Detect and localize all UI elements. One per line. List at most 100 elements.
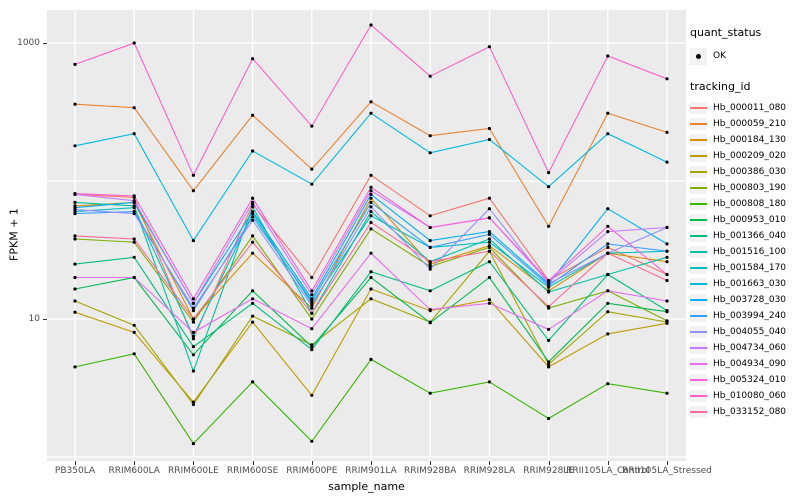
data-point [428, 239, 432, 243]
data-point [606, 310, 610, 314]
data-point [369, 185, 373, 189]
legend-item-label: Hb_001516_100 [713, 247, 787, 257]
data-point [369, 100, 373, 104]
data-point [310, 124, 314, 128]
data-point [369, 287, 373, 291]
data-point [251, 210, 255, 214]
data-point [665, 77, 669, 81]
line-swatch-icon [690, 102, 707, 114]
x-tick-mark [371, 461, 372, 465]
data-point [191, 337, 195, 341]
legend-item-label: Hb_000386_030 [713, 167, 787, 177]
data-point [487, 301, 491, 305]
line-swatch-icon [690, 262, 707, 274]
data-point [487, 249, 491, 253]
data-point [132, 237, 136, 241]
data-point [606, 251, 610, 255]
data-point [547, 305, 551, 309]
data-point [428, 214, 432, 218]
data-point [251, 289, 255, 293]
legend-item-label: OK [713, 51, 726, 61]
data-point [487, 137, 491, 142]
data-point [310, 275, 314, 280]
data-point [191, 353, 195, 357]
line-swatch-icon [690, 166, 707, 178]
data-point [191, 402, 195, 407]
data-point [428, 391, 432, 395]
data-point [191, 297, 195, 301]
x-axis-title: sample_name [328, 480, 405, 493]
data-point [73, 192, 77, 196]
data-point [369, 275, 373, 280]
data-point [251, 380, 255, 384]
data-point [428, 308, 432, 312]
data-point [73, 212, 77, 216]
data-point [251, 200, 255, 204]
data-point [369, 173, 373, 177]
legend-item-label: Hb_010080_060 [713, 391, 787, 401]
data-point [606, 54, 610, 58]
data-point [665, 260, 669, 264]
data-point [191, 301, 195, 305]
x-tick-mark [252, 461, 254, 465]
x-tick-label-RRII105LA_Control: RRII105LA_Control [566, 466, 650, 476]
data-point [428, 151, 432, 155]
data-point [428, 134, 432, 138]
line-swatch-icon [690, 390, 707, 402]
data-point [191, 309, 195, 313]
data-point [665, 299, 669, 303]
data-point [310, 293, 314, 297]
legend-item-Hb_000059_210: Hb_000059_210 [690, 116, 798, 132]
plot-panel [47, 10, 686, 461]
data-point [251, 196, 255, 200]
data-point [251, 149, 255, 153]
legend-item-label: Hb_033152_080 [713, 407, 787, 417]
data-point [665, 130, 669, 134]
y-tick-mark [43, 319, 47, 320]
data-point [73, 237, 77, 241]
data-point [310, 167, 314, 171]
data-point [487, 230, 491, 234]
data-point [487, 260, 491, 264]
data-point [665, 391, 669, 395]
tracking-id-legend-list: Hb_000011_080 Hb_000059_210 Hb_000184_130 H… [690, 100, 798, 420]
x-tick-mark [489, 461, 491, 465]
legend-item-Hb_004055_040: Hb_004055_040 [690, 324, 798, 340]
data-point [132, 330, 136, 334]
data-point [665, 160, 669, 164]
line-swatch-icon [690, 374, 707, 386]
data-point [606, 132, 610, 136]
x-tick-label-RRIM928LE: RRIM928LE [523, 466, 574, 476]
data-point [73, 275, 77, 280]
data-point [251, 205, 255, 209]
data-point [606, 111, 610, 115]
data-point [487, 232, 491, 236]
x-tick-mark [193, 461, 195, 465]
data-point [428, 321, 432, 325]
data-point [132, 132, 136, 136]
data-point [487, 245, 491, 249]
legend-item-label: Hb_005324_010 [713, 375, 787, 385]
line-swatch-icon [690, 294, 707, 306]
data-point [428, 245, 432, 249]
legend-item-Hb_000808_180: Hb_000808_180 [690, 196, 798, 212]
data-point [251, 57, 255, 61]
x-tick-mark [548, 461, 550, 465]
data-point [547, 224, 551, 228]
data-point [665, 242, 669, 246]
data-point [191, 330, 195, 334]
data-point [310, 304, 314, 308]
x-tick-label-RRIM928LA: RRIM928LA [463, 466, 516, 476]
data-point [251, 320, 255, 324]
data-point [132, 240, 136, 244]
data-point [310, 306, 314, 310]
data-point [251, 215, 255, 219]
data-point [73, 200, 77, 204]
data-point [191, 320, 195, 324]
legend-item-Hb_004734_060: Hb_004734_060 [690, 340, 798, 356]
line-swatch-icon [690, 198, 707, 210]
line-swatch-icon [690, 246, 707, 258]
legend-item-Hb_000386_030: Hb_000386_030 [690, 164, 798, 180]
data-point [310, 289, 314, 293]
data-point [428, 264, 432, 269]
